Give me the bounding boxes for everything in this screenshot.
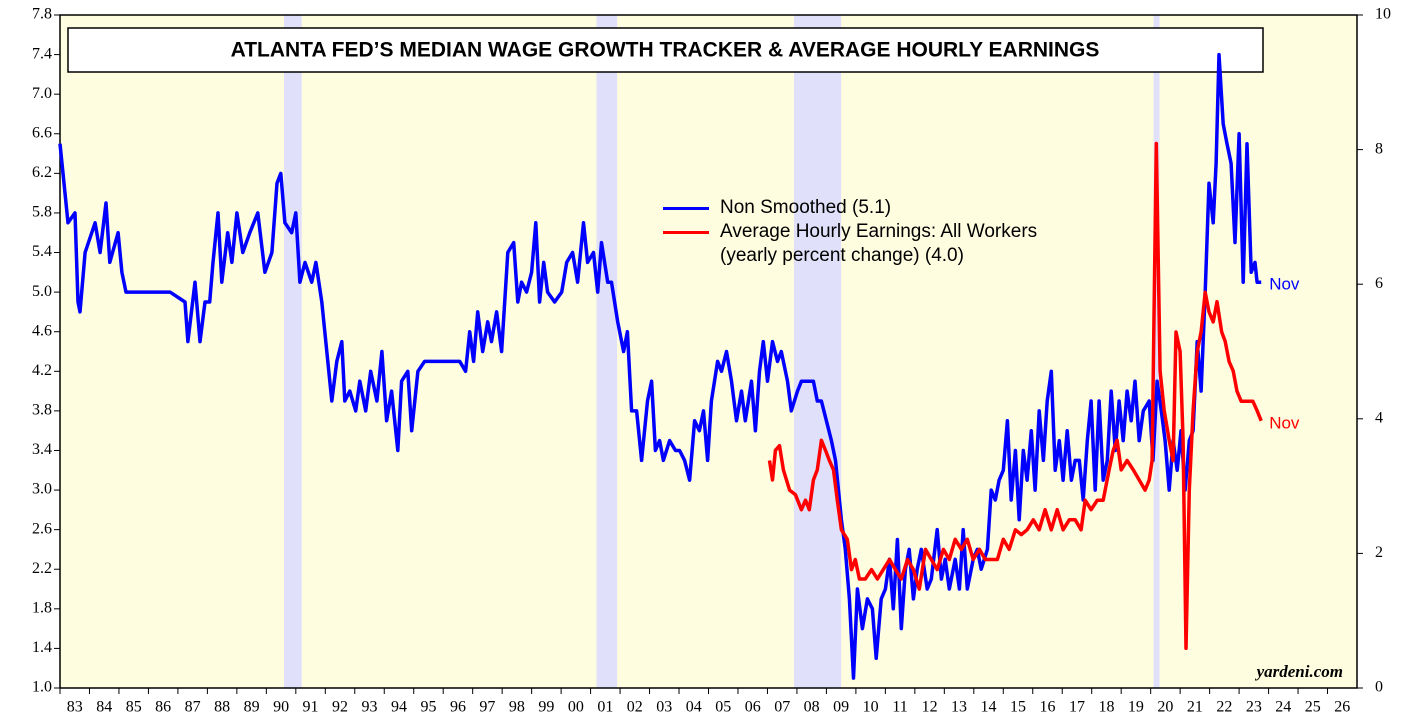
end-label: Nov — [1269, 275, 1300, 294]
x-tick-label: 10 — [863, 699, 879, 716]
series-line — [767, 141, 1263, 651]
x-tick-label: 94 — [391, 699, 407, 716]
x-tick-label: 15 — [1010, 699, 1026, 716]
x-tick-label: 92 — [332, 699, 348, 716]
x-tick-label: 06 — [745, 699, 761, 716]
watermark: yardeni.com — [1255, 662, 1343, 681]
y-tick-label: 3.8 — [32, 402, 52, 419]
y-tick-label: 7.4 — [32, 45, 52, 62]
x-tick-label: 09 — [833, 699, 849, 716]
y-tick-label: 5.8 — [32, 204, 52, 221]
y2-tick-label: 2 — [1375, 544, 1383, 561]
x-tick-label: 93 — [362, 699, 378, 716]
x-tick-label: 21 — [1187, 699, 1203, 716]
x-tick-label: 96 — [450, 699, 466, 716]
x-tick-label: 99 — [538, 699, 554, 716]
y2-tick-label: 8 — [1375, 140, 1383, 157]
x-tick-label: 25 — [1305, 699, 1321, 716]
legend: Non Smoothed (5.1) Average Hourly Earning… — [663, 196, 1070, 268]
y-tick-label: 3.4 — [32, 441, 52, 458]
x-tick-label: 89 — [244, 699, 260, 716]
recession-band — [284, 15, 302, 688]
x-tick-label: 97 — [479, 699, 495, 716]
y-tick-label: 1.8 — [32, 599, 52, 616]
y2-tick-label: 6 — [1375, 275, 1383, 292]
y-tick-label: 6.6 — [32, 124, 52, 141]
y-tick-label: 5.0 — [32, 283, 52, 300]
y2-tick-label: 10 — [1375, 6, 1391, 23]
legend-swatch — [663, 231, 709, 234]
recession-band — [596, 15, 618, 688]
x-tick-label: 18 — [1098, 699, 1114, 716]
recession-band — [793, 15, 842, 688]
y-tick-label: 1.4 — [32, 639, 52, 656]
x-tick-label: 91 — [303, 699, 319, 716]
end-label: Nov — [1269, 413, 1300, 432]
y-tick-label: 3.0 — [32, 481, 52, 498]
y-tick-label: 2.2 — [32, 560, 52, 577]
y2-tick-label: 0 — [1375, 679, 1383, 696]
x-tick-label: 07 — [774, 699, 790, 716]
legend-item: Non Smoothed (5.1) — [663, 196, 1070, 220]
y-tick-label: 7.0 — [32, 85, 52, 102]
recession-band — [1153, 15, 1160, 688]
y-tick-label: 6.2 — [32, 164, 52, 181]
x-tick-label: 16 — [1039, 699, 1055, 716]
x-tick-label: 85 — [126, 699, 142, 716]
x-tick-label: 11 — [892, 699, 907, 716]
x-tick-label: 84 — [96, 699, 112, 716]
x-tick-label: 90 — [273, 699, 289, 716]
plot-background-group — [59, 14, 1358, 689]
x-tick-label: 14 — [981, 699, 997, 716]
x-tick-label: 20 — [1157, 699, 1173, 716]
x-tick-label: 86 — [155, 699, 171, 716]
chart-title: ATLANTA FED’S MEDIAN WAGE GROWTH TRACKER… — [231, 39, 1100, 62]
x-tick-label: 88 — [214, 699, 230, 716]
x-tick-label: 00 — [568, 699, 584, 716]
x-tick-label: 05 — [715, 699, 731, 716]
x-tick-label: 04 — [686, 699, 702, 716]
x-tick-label: 02 — [627, 699, 643, 716]
x-tick-label: 13 — [951, 699, 967, 716]
x-tick-label: 03 — [656, 699, 672, 716]
x-tick-label: 87 — [185, 699, 201, 716]
x-tick-label: 24 — [1275, 699, 1291, 716]
legend-label: Non Smoothed (5.1) — [720, 197, 892, 218]
legend-item: Average Hourly Earnings: All Workers (ye… — [663, 220, 1070, 268]
y2-tick-label: 4 — [1375, 409, 1383, 426]
title-box — [67, 27, 1264, 73]
legend-label: Average Hourly Earnings: All Workers (ye… — [720, 221, 1038, 266]
x-tick-label: 12 — [922, 699, 938, 716]
x-tick-label: 83 — [67, 699, 83, 716]
y-tick-label: 7.8 — [32, 6, 52, 23]
legend-swatch — [663, 207, 709, 210]
x-tick-label: 08 — [804, 699, 820, 716]
series-line — [58, 52, 1262, 680]
x-tick-label: 19 — [1128, 699, 1144, 716]
y-tick-label: 1.0 — [32, 679, 52, 696]
y-tick-label: 2.6 — [32, 520, 52, 537]
y-tick-label: 5.4 — [32, 243, 52, 260]
x-tick-label: 23 — [1246, 699, 1262, 716]
plot-area — [60, 15, 1357, 688]
x-tick-label: 98 — [509, 699, 525, 716]
x-tick-label: 22 — [1216, 699, 1232, 716]
y-tick-label: 4.2 — [32, 362, 52, 379]
x-tick-label: 01 — [597, 699, 613, 716]
x-tick-label: 95 — [420, 699, 436, 716]
x-tick-label: 17 — [1069, 699, 1085, 716]
x-tick-label: 26 — [1334, 699, 1350, 716]
y-tick-label: 4.6 — [32, 322, 52, 339]
